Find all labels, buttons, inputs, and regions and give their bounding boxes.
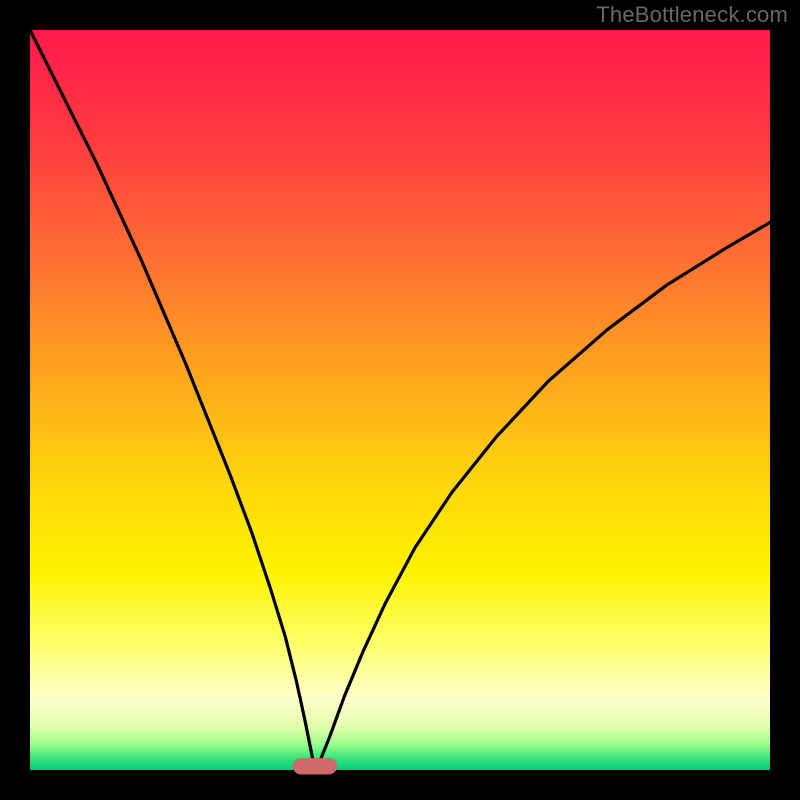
chart-gradient-bg	[30, 30, 770, 770]
optimal-point-marker	[293, 758, 337, 774]
watermark-text: TheBottleneck.com	[596, 2, 788, 28]
